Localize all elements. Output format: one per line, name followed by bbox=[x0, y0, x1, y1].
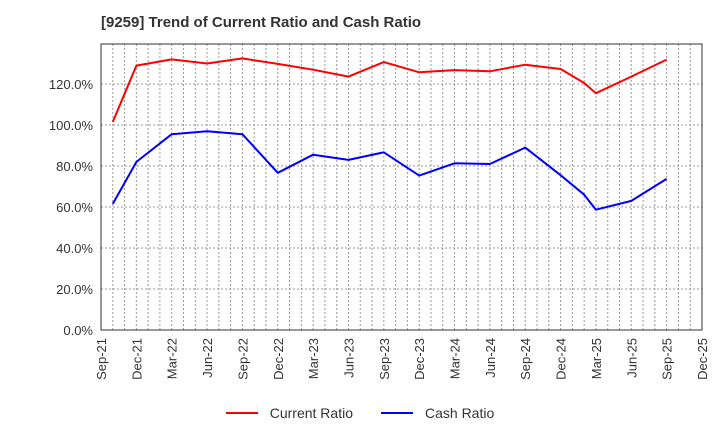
grid-lines bbox=[101, 44, 702, 330]
x-tick-label: Mar-23 bbox=[306, 338, 321, 379]
x-tick-label: Jun-25 bbox=[624, 338, 639, 378]
legend-swatch-current-ratio bbox=[225, 412, 258, 414]
x-tick-label: Sep-23 bbox=[377, 338, 392, 380]
x-tick-label: Sep-21 bbox=[94, 338, 109, 380]
x-tick-label: Mar-25 bbox=[589, 338, 604, 379]
x-tick-label: Dec-21 bbox=[129, 338, 144, 380]
y-tick-label: 0.0% bbox=[63, 323, 93, 338]
x-tick-label: Sep-22 bbox=[235, 338, 250, 380]
x-tick-label: Sep-25 bbox=[660, 338, 675, 380]
y-tick-label: 60.0% bbox=[56, 200, 93, 215]
legend-item-current-ratio: Current Ratio bbox=[225, 405, 353, 421]
x-tick-label: Jun-22 bbox=[200, 338, 215, 378]
legend: Current Ratio Cash Ratio bbox=[0, 405, 720, 421]
x-tick-label: Jun-24 bbox=[483, 338, 498, 378]
chart-title: [9259] Trend of Current Ratio and Cash R… bbox=[101, 14, 422, 31]
series-line-cash-ratio bbox=[111, 130, 668, 211]
legend-item-cash-ratio: Cash Ratio bbox=[381, 405, 494, 421]
legend-label: Cash Ratio bbox=[425, 405, 495, 421]
y-tick-label: 80.0% bbox=[56, 159, 93, 174]
x-tick-label: Dec-25 bbox=[695, 338, 710, 380]
y-tick-label: 120.0% bbox=[49, 77, 94, 92]
y-tick-label: 40.0% bbox=[56, 241, 93, 256]
y-tick-label: 100.0% bbox=[49, 118, 94, 133]
x-tick-label: Jun-23 bbox=[341, 338, 356, 378]
y-tick-label: 20.0% bbox=[56, 282, 93, 297]
plot-area-border bbox=[100, 43, 703, 331]
x-tick-label: Dec-24 bbox=[554, 338, 569, 380]
x-tick-label: Mar-24 bbox=[448, 338, 463, 379]
x-tick-label: Mar-22 bbox=[165, 338, 180, 379]
x-axis-ticks: Sep-21 Dec-21 Mar-22 Jun-22 Sep-22 Dec-22 Mar-… bbox=[94, 338, 710, 380]
x-tick-label: Dec-23 bbox=[412, 338, 427, 380]
x-tick-label: Dec-22 bbox=[271, 338, 286, 380]
series-lines bbox=[111, 57, 668, 211]
series-line-current-ratio bbox=[111, 57, 668, 123]
y-axis-ticks: 0.0% 20.0% 40.0% 60.0% 80.0% 100.0% 120.0% bbox=[49, 77, 94, 338]
x-tick-label: Sep-24 bbox=[518, 338, 533, 380]
legend-label: Current Ratio bbox=[269, 405, 353, 421]
legend-swatch-cash-ratio bbox=[381, 412, 413, 414]
